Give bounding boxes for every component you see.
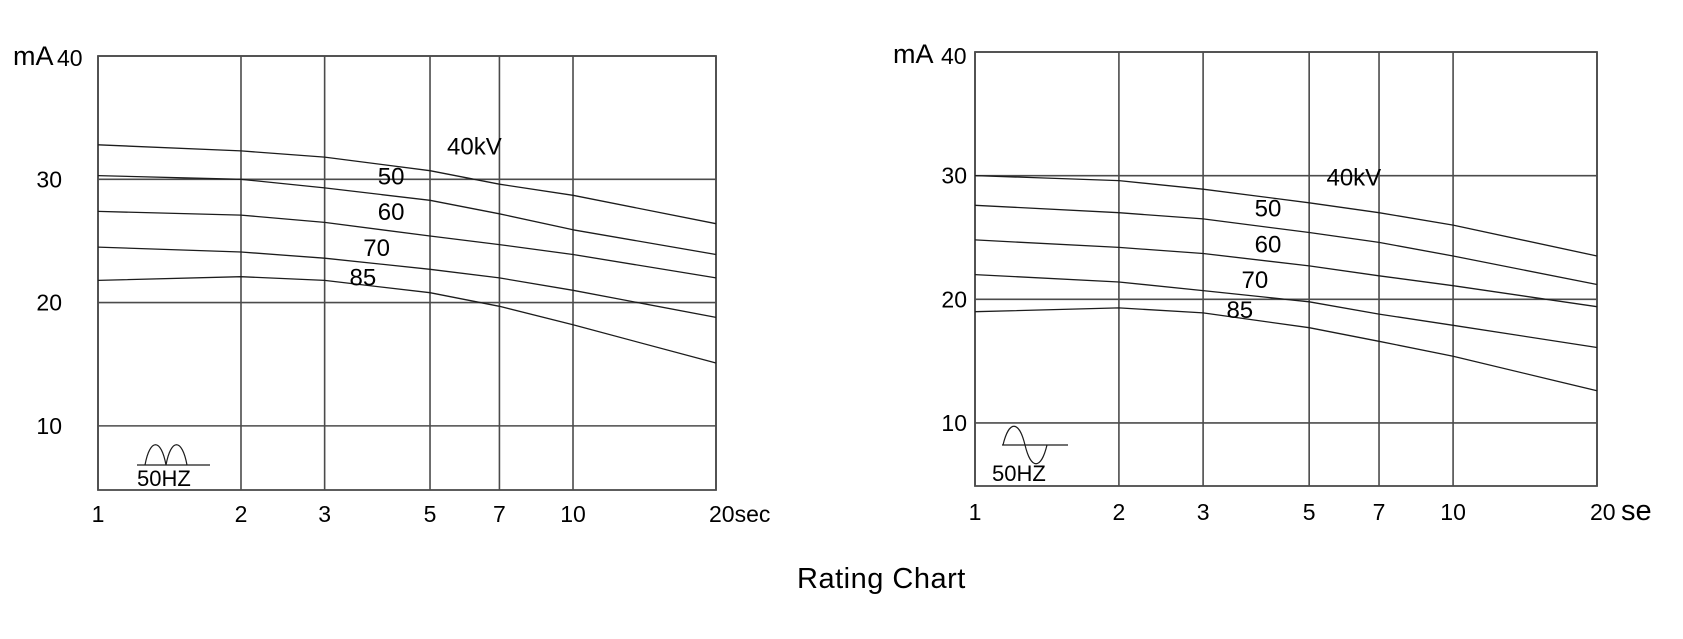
curve-label-70kV: 70: [363, 235, 390, 262]
x-tick-label: 1: [969, 499, 982, 525]
y-tick-label: 40: [57, 45, 83, 71]
curve-label-50kV: 50: [1255, 196, 1282, 223]
curve-85kV: [97, 276, 717, 364]
y-axis-unit-label: mA: [893, 39, 934, 69]
frequency-label: 50HZ: [137, 466, 191, 491]
curve-label-60kV: 60: [378, 199, 405, 226]
x-tick-label: 10: [1440, 499, 1466, 525]
x-tick-label: 20: [1590, 499, 1616, 525]
sine-wave-icon: [1002, 425, 1048, 465]
y-axis-unit-label: mA: [13, 41, 54, 71]
curve-label-70kV: 70: [1242, 267, 1269, 294]
plot-border: [974, 51, 1598, 487]
curve-70kV: [97, 246, 717, 319]
x-tick-label: 20sec: [709, 501, 770, 527]
curve-label-60kV: 60: [1255, 231, 1282, 258]
frequency-label: 50HZ: [992, 461, 1046, 486]
x-tick-label: 7: [1373, 499, 1386, 525]
y-tick-label: 20: [941, 286, 967, 312]
curve-label-85kV: 85: [349, 264, 376, 291]
y-tick-label: 30: [941, 163, 967, 189]
y-tick-label: 30: [36, 166, 62, 192]
x-tick-label: 5: [424, 501, 437, 527]
x-axis-unit-label: se: [1621, 495, 1652, 527]
figure-title: Rating Chart: [797, 563, 966, 595]
y-tick-label: 20: [36, 290, 62, 316]
curve-label-40kV: 40kV: [447, 134, 502, 161]
plot-border: [97, 55, 717, 491]
curve-label-50kV: 50: [378, 163, 405, 190]
curve-label-40kV: 40kV: [1326, 165, 1381, 192]
curve-70kV: [974, 273, 1598, 349]
x-tick-label: 3: [1197, 499, 1210, 525]
curve-40kV: [97, 144, 717, 225]
curve-40kV: [974, 174, 1598, 257]
curve-60kV: [97, 210, 717, 279]
x-tick-label: 7: [493, 501, 506, 527]
curve-50kV: [97, 174, 717, 256]
curve-50kV: [974, 204, 1598, 286]
y-tick-label: 40: [941, 43, 967, 69]
full-wave-rectified-icon: [144, 444, 188, 466]
x-tick-label: 3: [318, 501, 331, 527]
curve-label-85kV: 85: [1226, 297, 1253, 324]
curve-85kV: [974, 307, 1598, 392]
curve-60kV: [974, 239, 1598, 308]
x-tick-label: 2: [1113, 499, 1126, 525]
x-tick-label: 1: [92, 501, 105, 527]
y-tick-label: 10: [941, 410, 967, 436]
y-tick-label: 10: [36, 413, 62, 439]
x-tick-label: 5: [1303, 499, 1316, 525]
x-tick-label: 2: [235, 501, 248, 527]
x-tick-label: 10: [560, 501, 586, 527]
